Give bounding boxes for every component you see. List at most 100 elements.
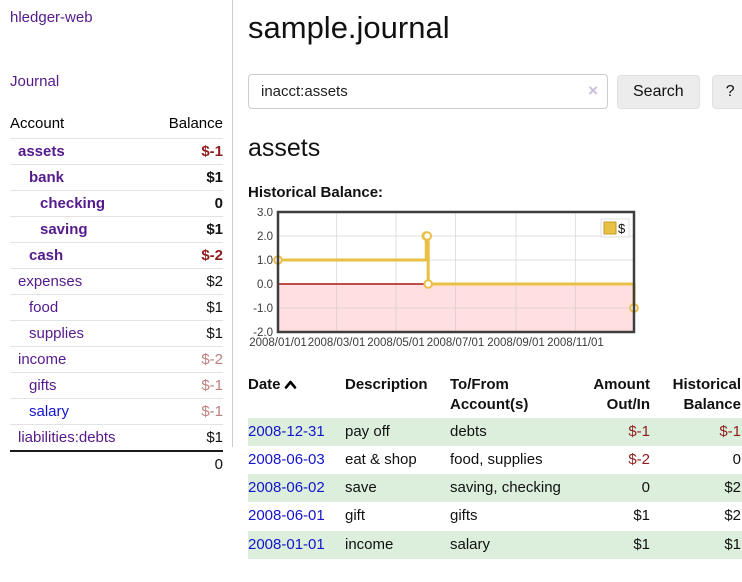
- accounts-total-row: 0: [10, 450, 223, 477]
- help-button[interactable]: ?: [711, 74, 742, 109]
- account-row: gifts $-1: [10, 372, 223, 399]
- search-button[interactable]: Search: [617, 74, 700, 109]
- account-link-salary[interactable]: salary: [29, 403, 70, 420]
- transaction-balance: $-1: [652, 417, 742, 446]
- transaction-row: 2008-01-01 income salary $1 $1: [248, 530, 742, 559]
- account-link-supplies[interactable]: supplies: [29, 325, 85, 342]
- account-link-income[interactable]: income: [18, 351, 67, 368]
- svg-text:$: $: [618, 221, 626, 236]
- transaction-date-link[interactable]: 2008-06-02: [248, 479, 325, 496]
- search-input[interactable]: [248, 74, 608, 109]
- register-table: Date Description To/From Account(s) Amou…: [248, 373, 742, 559]
- account-heading: assets: [248, 134, 321, 162]
- transaction-accounts: food, supplies: [450, 450, 543, 468]
- clear-search-icon[interactable]: ×: [588, 81, 598, 100]
- account-row: supplies $1: [10, 320, 223, 347]
- account-balance: $1: [150, 164, 223, 191]
- col-header-accounts: To/From Account(s): [450, 376, 529, 414]
- transaction-accounts: saving, checking: [450, 474, 567, 503]
- account-link-assets[interactable]: assets: [18, 143, 65, 160]
- account-balance: $2: [150, 268, 223, 295]
- transaction-balance: $1: [652, 530, 742, 559]
- svg-text:2008/09/01: 2008/09/01: [487, 337, 545, 349]
- account-balance: $1: [150, 320, 223, 347]
- transaction-description: gift: [345, 507, 366, 525]
- sidebar: hledger-web Journal Account Balance asse…: [0, 0, 233, 582]
- svg-text:0.0: 0.0: [257, 279, 273, 291]
- nav-journal-link[interactable]: Journal: [10, 73, 60, 90]
- app-brand-link[interactable]: hledger-web: [10, 9, 93, 26]
- main-content: sample.journal × Search ? assets Histori…: [233, 0, 742, 582]
- col-header-balance: Historical Balance: [672, 376, 741, 414]
- svg-text:2.0: 2.0: [257, 231, 273, 243]
- transaction-row: 2008-12-31 pay off debts $-1 $-1: [248, 417, 742, 446]
- svg-text:2008/01/01: 2008/01/01: [249, 337, 307, 349]
- account-row: salary $-1: [10, 398, 223, 425]
- account-balance: $1: [150, 424, 223, 451]
- transaction-amount: 0: [567, 474, 652, 503]
- transaction-balance: 0: [732, 450, 741, 468]
- transaction-date-link[interactable]: 2008-12-31: [248, 422, 325, 440]
- account-row: food $1: [10, 294, 223, 321]
- account-row: expenses $2: [10, 268, 223, 295]
- account-link-gifts[interactable]: gifts: [29, 377, 57, 394]
- account-link-liabilities-debts[interactable]: liabilities:debts: [18, 429, 116, 446]
- svg-text:2008/05/01: 2008/05/01: [367, 337, 425, 349]
- transaction-date-link[interactable]: 2008-06-01: [248, 507, 325, 525]
- chart-title: Historical Balance:: [248, 184, 384, 201]
- col-header-date[interactable]: Date: [248, 373, 345, 418]
- account-balance: $-1: [150, 372, 223, 399]
- col-header-date-label: Date: [248, 376, 281, 393]
- transaction-balance: $2: [652, 474, 742, 503]
- account-row: income $-2: [10, 346, 223, 373]
- account-balance: 0: [150, 190, 223, 217]
- account-balance: $-2: [150, 242, 223, 269]
- transaction-description: save: [345, 474, 450, 503]
- search-form: × Search ?: [248, 74, 742, 109]
- balance-col-header: Balance: [168, 115, 223, 132]
- account-balance: $-2: [150, 346, 223, 373]
- account-link-food[interactable]: food: [29, 299, 59, 316]
- transaction-balance: $2: [724, 507, 741, 525]
- svg-text:-1.0: -1.0: [253, 303, 273, 315]
- account-row: cash $-2: [10, 242, 223, 269]
- transaction-amount: $-1: [567, 417, 652, 446]
- svg-text:-2.0: -2.0: [253, 327, 273, 339]
- transaction-description: income: [345, 530, 450, 559]
- account-link-bank[interactable]: bank: [29, 169, 65, 186]
- account-row: bank $1: [10, 164, 223, 191]
- transaction-date-link[interactable]: 2008-06-03: [248, 450, 325, 468]
- svg-text:1.0: 1.0: [257, 255, 273, 267]
- transaction-accounts: debts: [450, 417, 567, 446]
- page-title: sample.journal: [248, 10, 450, 45]
- transaction-description: eat & shop: [345, 450, 417, 468]
- transaction-description: pay off: [345, 417, 450, 446]
- svg-text:3.0: 3.0: [257, 208, 273, 219]
- account-balance: $-1: [150, 138, 223, 165]
- account-row: assets $-1: [10, 138, 223, 165]
- sort-asc-icon: [284, 380, 296, 389]
- transaction-date-link[interactable]: 2008-01-01: [248, 535, 325, 553]
- account-balance: $1: [150, 216, 223, 243]
- svg-text:2008/07/01: 2008/07/01: [427, 337, 485, 349]
- account-link-expenses[interactable]: expenses: [18, 273, 83, 290]
- svg-text:2008/11/01: 2008/11/01: [547, 337, 604, 349]
- accounts-col-header: Account: [10, 115, 65, 132]
- account-link-saving[interactable]: saving: [40, 221, 88, 238]
- col-header-amount: Amount Out/In: [593, 376, 650, 414]
- transaction-row: 2008-06-01 gift gifts $1 $2: [248, 502, 742, 530]
- account-balance: $-1: [150, 398, 223, 425]
- account-link-cash[interactable]: cash: [29, 247, 64, 264]
- account-link-checking[interactable]: checking: [40, 195, 106, 212]
- transaction-amount: $-2: [628, 450, 650, 468]
- accounts-total-value: 0: [150, 450, 223, 477]
- transaction-amount: $1: [567, 530, 652, 559]
- col-header-description: Description: [345, 376, 428, 393]
- transaction-amount: $1: [633, 507, 650, 525]
- svg-text:2008/03/01: 2008/03/01: [308, 337, 366, 349]
- account-row: liabilities:debts $1: [10, 424, 223, 451]
- transaction-accounts: salary: [450, 530, 567, 559]
- transaction-accounts: gifts: [450, 507, 478, 525]
- transaction-row: 2008-06-02 save saving, checking 0 $2: [248, 474, 742, 503]
- balance-chart: $3.0 2.0 1.0 0.0 -1.0 -2.0 2008/01/01 2008/03/0…: [241, 207, 742, 359]
